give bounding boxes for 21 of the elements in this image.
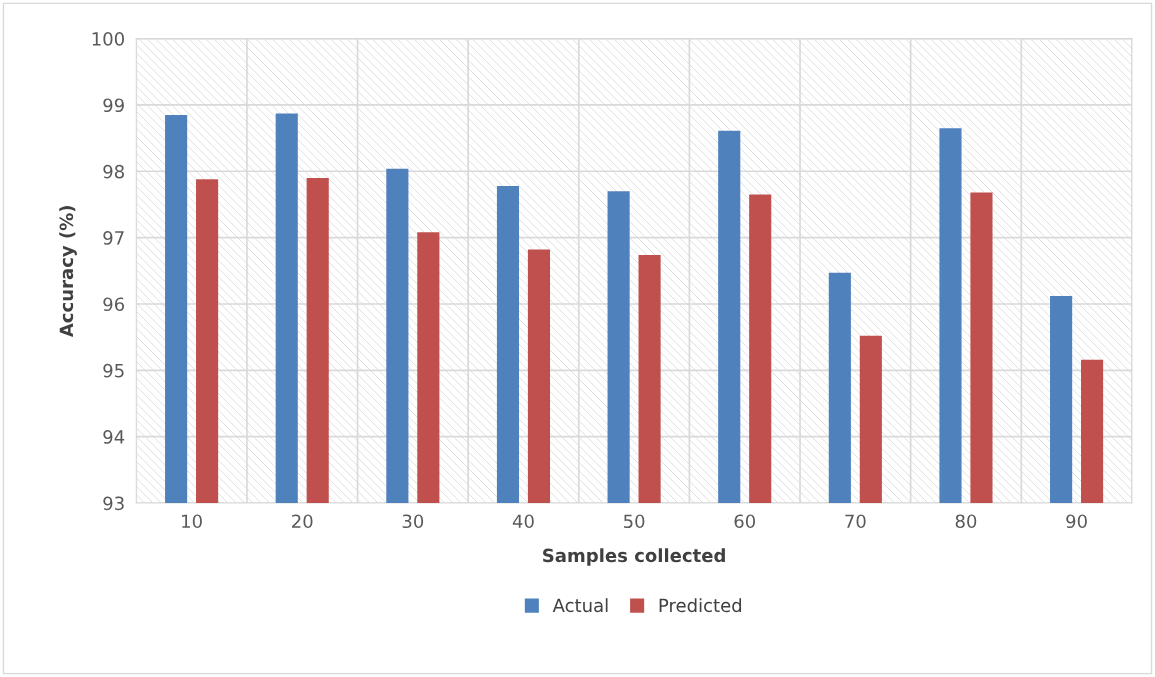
y-tick-label: 96: [103, 297, 125, 312]
y-tick-label: 93: [103, 496, 124, 511]
y-tick-label: 100: [92, 32, 124, 46]
x-tick-label: 60: [734, 514, 756, 529]
y-tick-label: 97: [103, 231, 124, 245]
y-tick-label: 99: [103, 98, 124, 113]
x-axis-title: Samples collected: [543, 548, 725, 566]
y-tick-label: 94: [103, 430, 125, 444]
legend-label: Predicted: [659, 598, 742, 613]
x-tick-label: 40: [512, 514, 534, 529]
x-tick-label: 80: [955, 514, 977, 529]
x-tick-label: 20: [292, 514, 313, 529]
x-tick-label: 10: [182, 514, 202, 529]
y-axis-title: Accuracy (%): [59, 206, 77, 338]
y-tick-label: 95: [103, 363, 124, 378]
x-tick-label: 90: [1066, 514, 1087, 529]
x-tick-label: 70: [845, 514, 866, 529]
x-tick-label: 30: [402, 514, 424, 529]
x-tick-label: 50: [624, 514, 645, 529]
legend-label: Actual: [552, 598, 608, 613]
y-tick-label: 98: [103, 164, 124, 179]
